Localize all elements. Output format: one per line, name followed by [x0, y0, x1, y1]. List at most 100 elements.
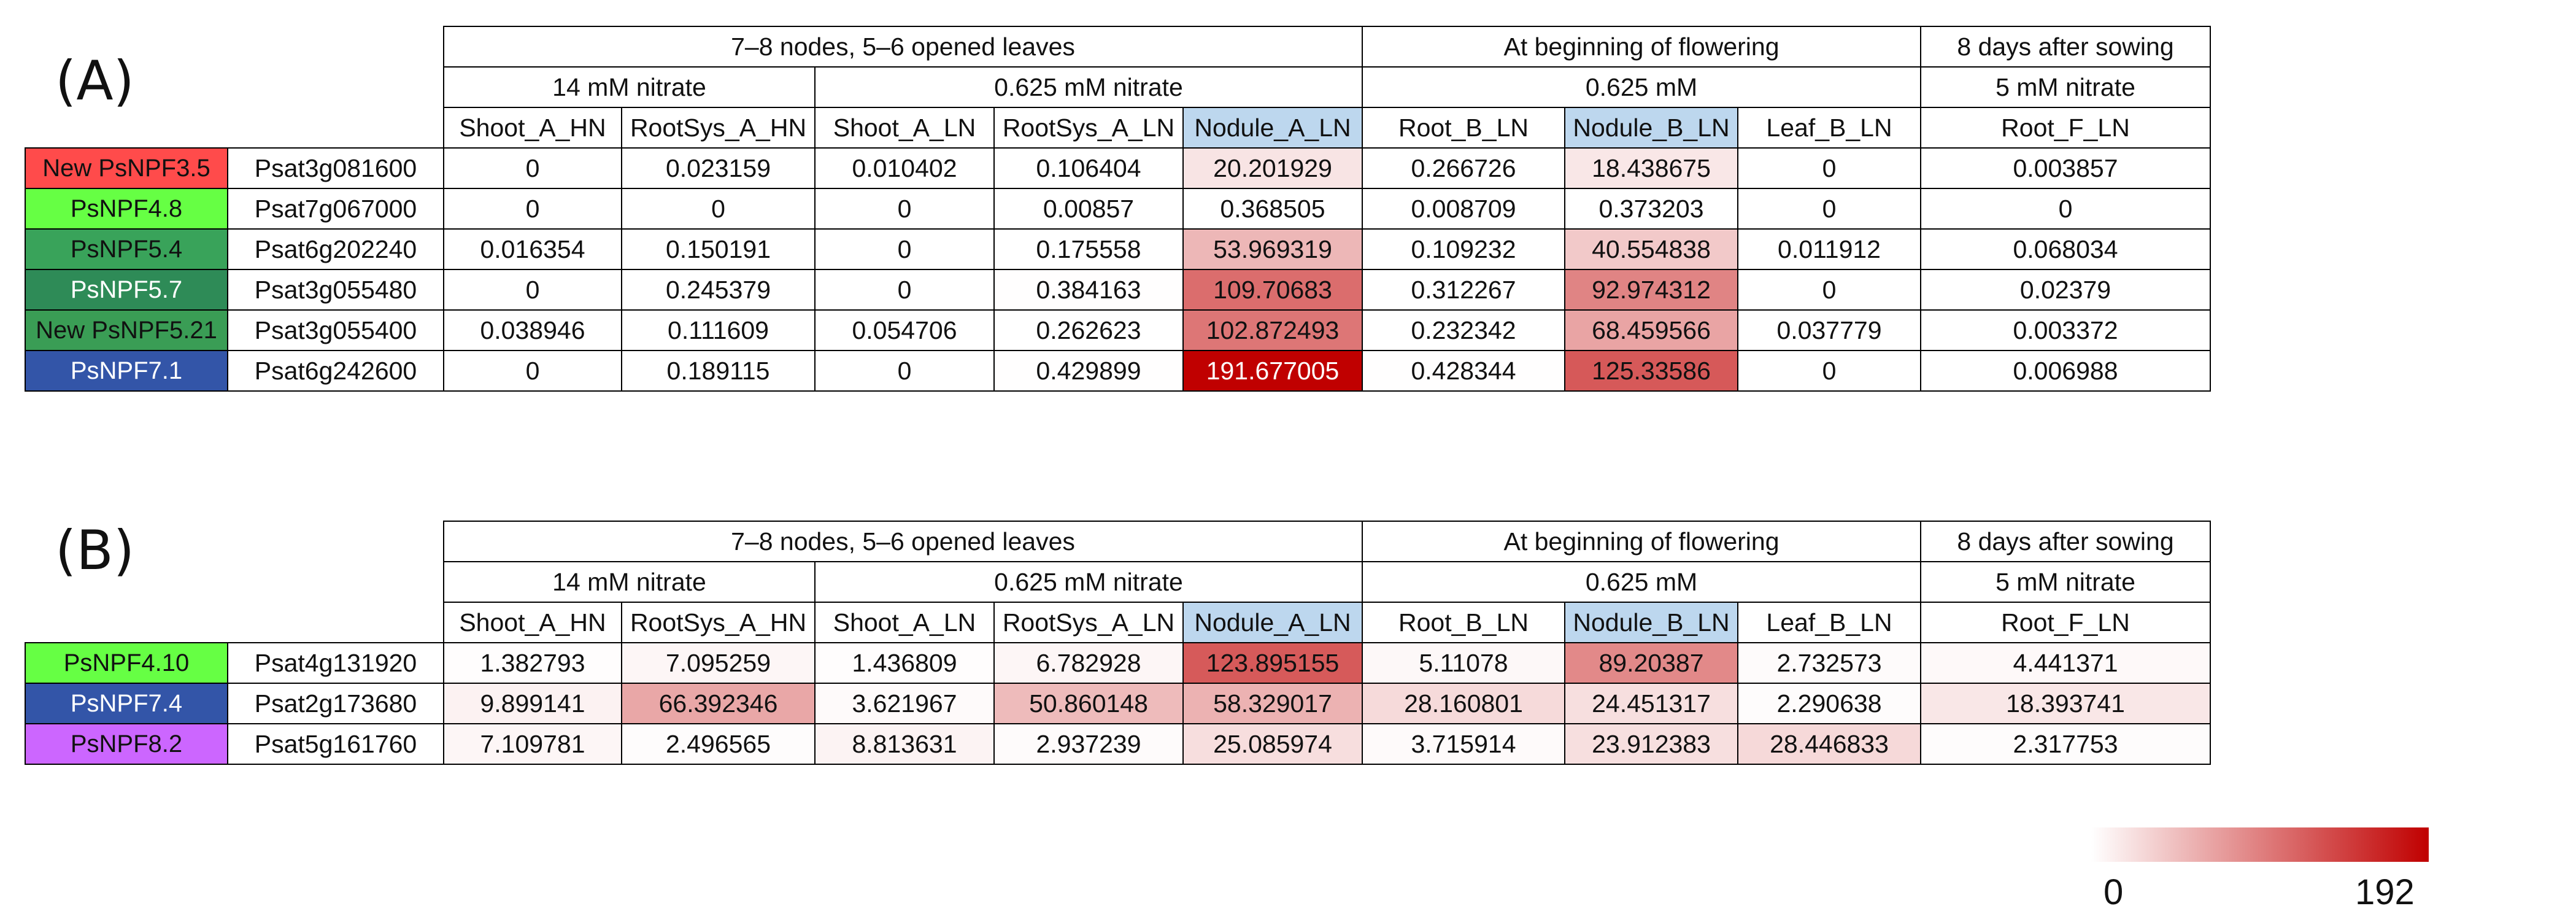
heatmap-cell: 0.037779: [1737, 309, 1921, 351]
column-header: Leaf_B_LN: [1737, 107, 1921, 149]
heatmap-cell: 6.782928: [993, 642, 1184, 684]
gene-name-cell: PsNPF5.7: [25, 269, 228, 311]
gene-name-cell: PsNPF7.4: [25, 683, 228, 724]
table-row: New PsNPF5.21 Psat3g055400 0.038946 0.11160…: [25, 309, 2211, 351]
heatmap-cell: 58.329017: [1182, 683, 1363, 724]
heatmap-cell: 89.20387: [1564, 642, 1738, 684]
blank-corner: [25, 521, 444, 562]
heatmap-cell: 2.732573: [1737, 642, 1921, 684]
color-scale-bar: [2091, 827, 2429, 862]
heatmap-cell: 2.290638: [1737, 683, 1921, 724]
heatmap-cell: 25.085974: [1182, 723, 1363, 765]
heatmap-cell: 0.245379: [621, 269, 816, 311]
heatmap-cell: 28.446833: [1737, 723, 1921, 765]
blank-corner: [25, 107, 444, 148]
blank-corner: [25, 26, 444, 67]
blank-corner: [25, 562, 444, 602]
heatmap-cell: 0.003857: [1920, 147, 2211, 189]
heatmap-cell: 0: [443, 188, 622, 230]
table-row: PsNPF7.1 Psat6g242600 0 0.189115 0 0.429899 19…: [25, 350, 2211, 392]
condition-header: 5 mM nitrate: [1920, 561, 2211, 603]
heatmap-cell: 0: [814, 350, 995, 392]
gene-name-cell: PsNPF7.1: [25, 350, 228, 392]
table-row: New PsNPF3.5 Psat3g081600 0 0.023159 0.01040…: [25, 147, 2211, 189]
column-header: Nodule_B_LN: [1564, 602, 1738, 643]
heatmap-cell: 0: [1737, 188, 1921, 230]
header-row-condition: 14 mM nitrate 0.625 mM nitrate 0.625 mM 5 m…: [25, 561, 2211, 603]
header-row-condition: 14 mM nitrate 0.625 mM nitrate 0.625 mM 5 m…: [25, 66, 2211, 108]
table-row: PsNPF8.2 Psat5g161760 7.109781 2.496565 8.81…: [25, 723, 2211, 765]
table-row: PsNPF4.8 Psat7g067000 0 0 0 0.00857 0.368505 0.…: [25, 188, 2211, 230]
gene-id-cell: Psat4g131920: [227, 642, 444, 684]
heatmap-cell: 0.00857: [993, 188, 1184, 230]
heatmap-cell: 0: [1920, 188, 2211, 230]
heatmap-table-a: 7–8 nodes, 5–6 opened leaves At beginning…: [25, 26, 2211, 392]
gene-id-cell: Psat3g055480: [227, 269, 444, 311]
stage-header: At beginning of flowering: [1362, 521, 1921, 562]
heatmap-cell: 0: [1737, 147, 1921, 189]
panel-label-b: (B): [55, 519, 135, 582]
heatmap-cell: 24.451317: [1564, 683, 1738, 724]
column-header: Nodule_B_LN: [1564, 107, 1738, 149]
table-row: PsNPF4.10 Psat4g131920 1.382793 7.095259 1.4…: [25, 642, 2211, 684]
heatmap-cell: 191.677005: [1182, 350, 1363, 392]
heatmap-cell: 0: [443, 147, 622, 189]
heatmap-cell: 0.262623: [993, 309, 1184, 351]
heatmap-cell: 0: [814, 269, 995, 311]
column-header: RootSys_A_LN: [993, 107, 1184, 149]
heatmap-cell: 0.054706: [814, 309, 995, 351]
heatmap-cell: 0: [1737, 350, 1921, 392]
heatmap-cell: 2.496565: [621, 723, 816, 765]
heatmap-cell: 0.175558: [993, 228, 1184, 270]
heatmap-cell: 92.974312: [1564, 269, 1738, 311]
heatmap-cell: 23.912383: [1564, 723, 1738, 765]
heatmap-cell: 0: [443, 350, 622, 392]
heatmap-cell: 0.016354: [443, 228, 622, 270]
column-header: Shoot_A_HN: [443, 107, 622, 149]
heatmap-cell: 20.201929: [1182, 147, 1363, 189]
heatmap-cell: 0.189115: [621, 350, 816, 392]
heatmap-cell: 0.373203: [1564, 188, 1738, 230]
heatmap-cell: 3.621967: [814, 683, 995, 724]
column-header: Nodule_A_LN: [1182, 107, 1363, 149]
heatmap-cell: 40.554838: [1564, 228, 1738, 270]
gene-name-cell: PsNPF5.4: [25, 228, 228, 270]
heatmap-cell: 0.011912: [1737, 228, 1921, 270]
gene-id-cell: Psat6g242600: [227, 350, 444, 392]
heatmap-cell: 0.006988: [1920, 350, 2211, 392]
heatmap-cell: 0.02379: [1920, 269, 2211, 311]
color-scale-max-label: 192: [2355, 872, 2415, 912]
heatmap-cell: 4.441371: [1920, 642, 2211, 684]
heatmap-cell: 68.459566: [1564, 309, 1738, 351]
heatmap-cell: 0.010402: [814, 147, 995, 189]
heatmap-cell: 0.428344: [1362, 350, 1565, 392]
column-header: Leaf_B_LN: [1737, 602, 1921, 643]
column-header: Shoot_A_LN: [814, 602, 995, 643]
header-row-stage: 7–8 nodes, 5–6 opened leaves At beginning…: [25, 521, 2211, 562]
header-row-stage: 7–8 nodes, 5–6 opened leaves At beginning…: [25, 26, 2211, 68]
heatmap-cell: 0.106404: [993, 147, 1184, 189]
heatmap-cell: 1.436809: [814, 642, 995, 684]
heatmap-cell: 1.382793: [443, 642, 622, 684]
column-header: Shoot_A_HN: [443, 602, 622, 643]
heatmap-cell: 50.860148: [993, 683, 1184, 724]
heatmap-cell: 109.70683: [1182, 269, 1363, 311]
heatmap-cell: 0.266726: [1362, 147, 1565, 189]
column-header: RootSys_A_HN: [621, 107, 816, 149]
gene-id-cell: Psat5g161760: [227, 723, 444, 765]
stage-header: 8 days after sowing: [1920, 521, 2211, 562]
heatmap-cell: 2.937239: [993, 723, 1184, 765]
column-header: Nodule_A_LN: [1182, 602, 1363, 643]
heatmap-cell: 0.111609: [621, 309, 816, 351]
gene-name-cell: New PsNPF3.5: [25, 147, 228, 189]
column-header: Shoot_A_LN: [814, 107, 995, 149]
heatmap-cell: 123.895155: [1182, 642, 1363, 684]
heatmap-cell: 7.109781: [443, 723, 622, 765]
gene-id-cell: Psat7g067000: [227, 188, 444, 230]
gene-id-cell: Psat2g173680: [227, 683, 444, 724]
condition-header: 0.625 mM: [1362, 561, 1921, 603]
blank-corner: [25, 602, 444, 643]
column-header: RootSys_A_HN: [621, 602, 816, 643]
gene-id-cell: Psat3g081600: [227, 147, 444, 189]
panel-label-a: (A): [55, 49, 134, 112]
